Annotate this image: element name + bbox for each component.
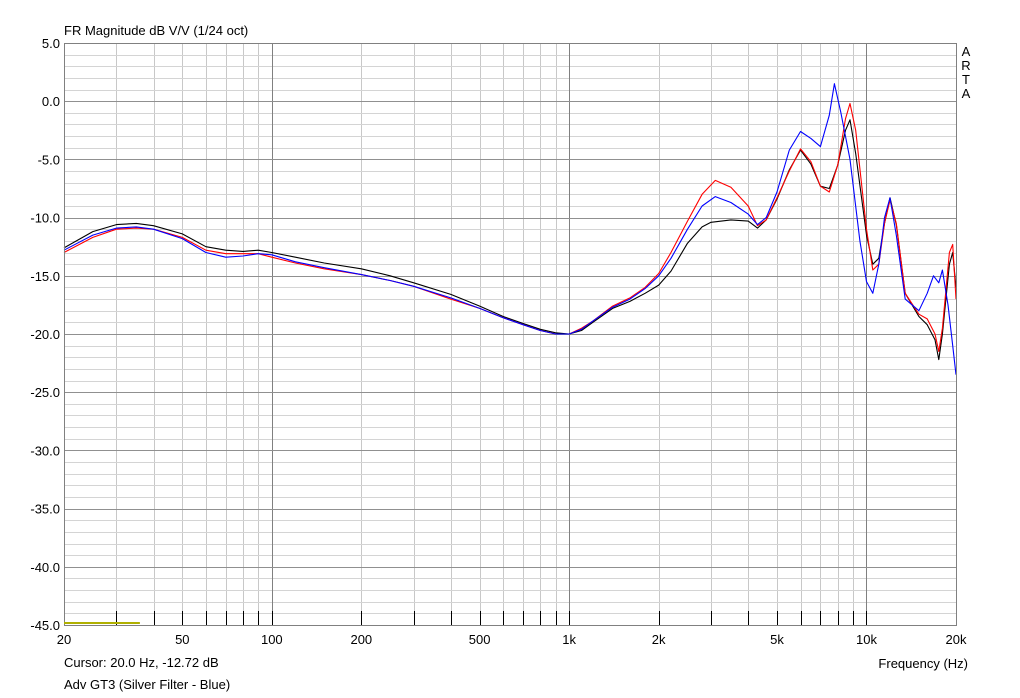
y-tick-label: -15.0 (30, 269, 60, 284)
x-tick-label: 500 (469, 632, 491, 647)
y-tick-label: -30.0 (30, 443, 60, 458)
x-tick-label: 20k (946, 632, 967, 647)
series-line-1 (63, 119, 957, 361)
series-layer (63, 83, 957, 375)
y-tick-label: -45.0 (30, 618, 60, 633)
y-tick-label: -35.0 (30, 502, 60, 517)
x-tick-label: 5k (770, 632, 784, 647)
x-tick-label: 200 (350, 632, 372, 647)
watermark-letter: A (962, 44, 971, 59)
watermark-letter: T (962, 72, 970, 87)
y-tick-label: -20.0 (30, 327, 60, 342)
x-tick-label: 10k (856, 632, 877, 647)
x-tick-labels: 20 50 100 200 500 1k 2k 5k 10k 20k (57, 632, 967, 647)
series-line-3 (63, 83, 957, 375)
x-tick-label: 20 (57, 632, 71, 647)
watermark-letter: R (961, 58, 970, 73)
x-tick-label: 50 (175, 632, 189, 647)
watermark-letter: A (962, 86, 971, 101)
cursor-readout: Cursor: 20.0 Hz, -12.72 dB (64, 655, 219, 670)
x-tick-label: 2k (652, 632, 666, 647)
series-line-2 (63, 102, 957, 353)
y-tick-label: 5.0 (42, 36, 60, 51)
y-tick-label: -10.0 (30, 211, 60, 226)
chart-title: FR Magnitude dB V/V (1/24 oct) (64, 23, 248, 38)
measurement-caption: Adv GT3 (Silver Filter - Blue) (64, 677, 231, 692)
y-tick-label: 0.0 (42, 94, 60, 109)
x-tick-label: 100 (261, 632, 283, 647)
y-tick-label: -40.0 (30, 560, 60, 575)
x-tick-label: 1k (562, 632, 576, 647)
plot-frame (64, 43, 957, 626)
y-tick-label: -25.0 (30, 385, 60, 400)
y-tick-labels: 5.0 0.0 -5.0 -10.0 -15.0 -20.0 -25.0 -30.0 -35.0… (30, 36, 60, 633)
x-axis-tick-marks (64, 611, 957, 625)
major-gridlines (64, 43, 956, 626)
y-tick-label: -5.0 (38, 152, 60, 167)
x-axis-label: Frequency (Hz) (878, 656, 968, 671)
